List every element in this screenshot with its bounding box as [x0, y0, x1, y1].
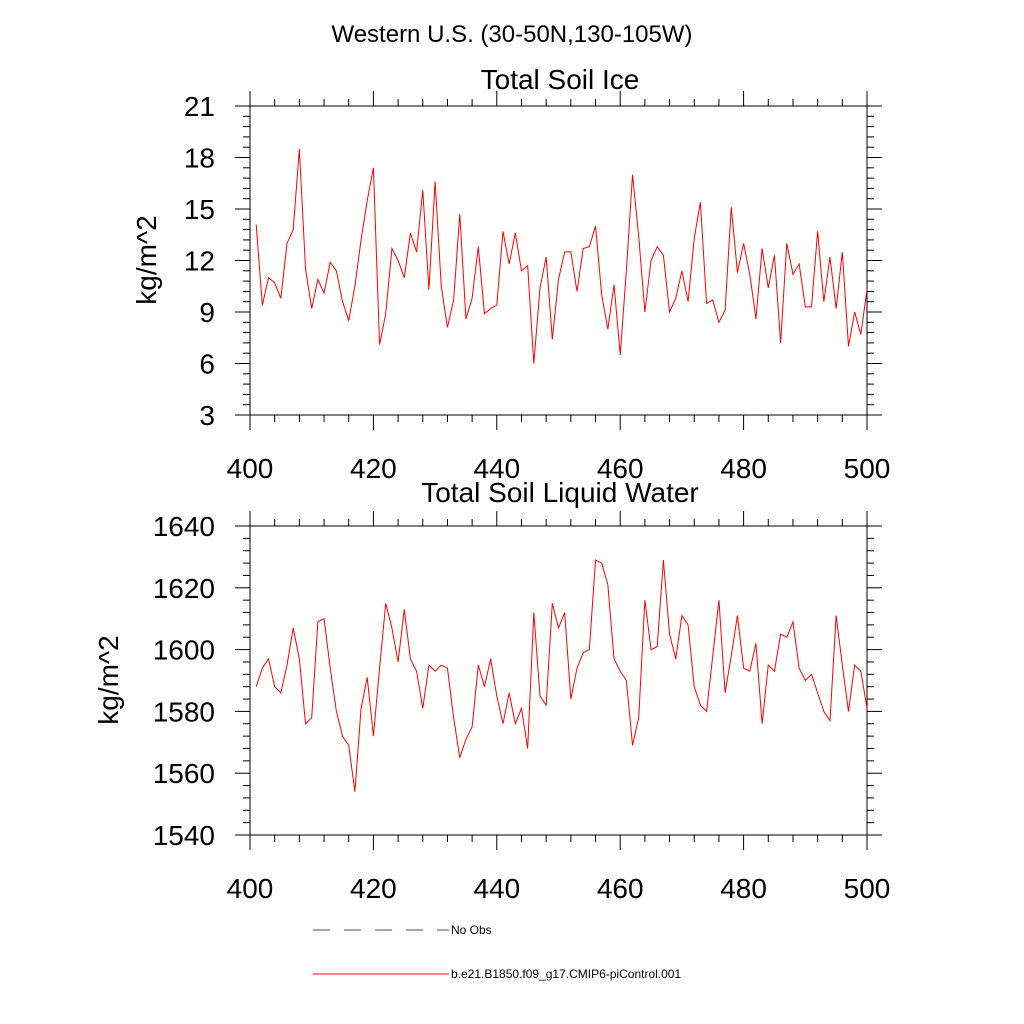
legend-label-no-obs: No Obs	[451, 923, 492, 937]
x-tick-label-soil-liquid: 400	[227, 873, 274, 904]
y-tick-label-soil-liquid: 1560	[153, 758, 215, 789]
series-line-total-soil-liquid-water	[255, 559, 868, 792]
y-tick-label-soil-ice: 3	[199, 400, 215, 431]
y-tick-label-soil-ice: 15	[184, 194, 215, 225]
x-tick-label-soil-ice: 500	[844, 453, 891, 484]
legend: No Obs b.e21.B1850.f09_g17.CMIP6-piContr…	[313, 923, 681, 981]
y-axis-label-total-soil-ice: kg/m^2	[131, 215, 162, 304]
x-tick-label-soil-liquid: 500	[844, 873, 891, 904]
y-axis-label-total-soil-liquid-water: kg/m^2	[93, 635, 124, 724]
panel-title-total-soil-liquid-water: Total Soil Liquid Water	[421, 477, 699, 508]
y-tick-label-soil-ice: 6	[199, 349, 215, 380]
plot-frame-total-soil-liquid-water	[249, 525, 868, 836]
tick-labels-total-soil-liquid-water: 400 420 440 460 480 500 1540 1560 1580 1600 1620 16…	[153, 511, 891, 904]
y-tick-label-soil-liquid: 1540	[153, 820, 215, 851]
x-tick-label-soil-ice: 420	[350, 453, 397, 484]
x-tick-label-soil-ice: 480	[720, 453, 767, 484]
y-tick-label-soil-liquid: 1620	[153, 573, 215, 604]
y-tick-label-soil-liquid: 1600	[153, 635, 215, 666]
series-line-total-soil-ice	[255, 148, 868, 364]
y-tick-label-soil-ice: 9	[199, 297, 215, 328]
y-tick-label-soil-ice: 12	[184, 246, 215, 277]
y-tick-label-soil-liquid: 1640	[153, 511, 215, 542]
figure-title: Western U.S. (30-50N,130-105W)	[331, 21, 692, 48]
x-tick-label-soil-liquid: 480	[720, 873, 767, 904]
legend-label-piControl: b.e21.B1850.f09_g17.CMIP6-piControl.001	[451, 967, 681, 981]
x-tick-label-soil-liquid: 420	[350, 873, 397, 904]
x-tick-label-soil-ice: 440	[473, 453, 520, 484]
y-tick-label-soil-ice: 18	[184, 143, 215, 174]
panel-title-total-soil-ice: Total Soil Ice	[481, 64, 640, 95]
tick-marks-total-soil-ice	[235, 91, 882, 430]
panel-total-soil-liquid-water: Total Soil Liquid Water kg/m^2 400 420 440…	[93, 477, 890, 904]
x-tick-label-soil-ice: 400	[227, 453, 274, 484]
plot-frame-total-soil-ice	[249, 105, 868, 416]
y-tick-label-soil-ice: 21	[184, 91, 215, 122]
tick-marks-total-soil-liquid-water	[235, 511, 882, 850]
tick-labels-total-soil-ice: 400 420 440 460 480 500 3 6 9 12 15 18 21	[184, 91, 891, 484]
panel-total-soil-ice: Total Soil Ice kg/m^2 400 420 440 460 480 500…	[131, 64, 890, 484]
y-tick-label-soil-liquid: 1580	[153, 696, 215, 727]
x-tick-label-soil-liquid: 440	[473, 873, 520, 904]
x-tick-label-soil-liquid: 460	[597, 873, 644, 904]
x-tick-label-soil-ice: 460	[597, 453, 644, 484]
